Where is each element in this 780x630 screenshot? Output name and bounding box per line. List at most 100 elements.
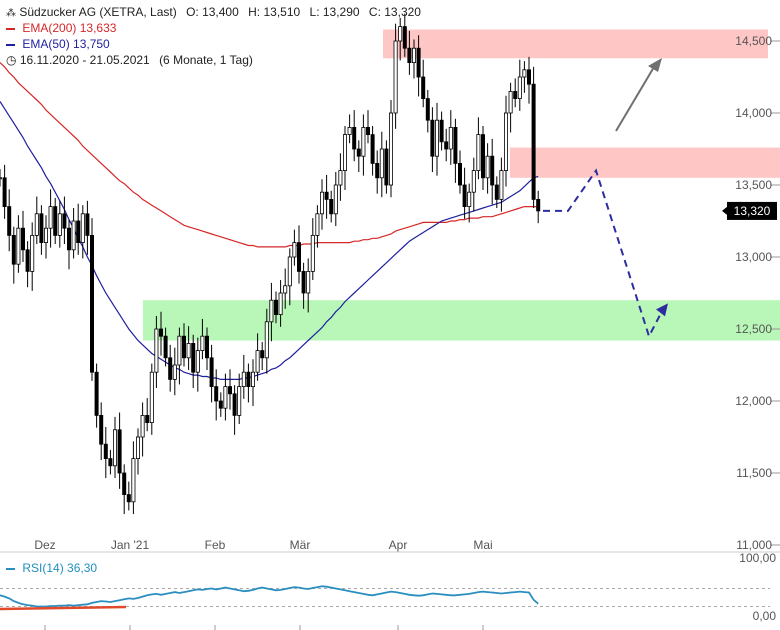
up-arrow-head [648, 58, 662, 72]
candle-body [301, 270, 306, 294]
candle-body [99, 414, 104, 445]
candle-body [214, 386, 219, 402]
rsi-tick-0: 0,00 [753, 609, 777, 623]
candle-body [480, 134, 485, 179]
rsi-tick-100: 100,00 [739, 551, 776, 565]
candle-body [338, 170, 343, 186]
candle-body [108, 458, 113, 467]
candle-body [168, 357, 173, 380]
support-zone [143, 300, 780, 341]
candle-body [67, 227, 72, 251]
last-price-pointer [722, 206, 727, 215]
candle-body [154, 328, 159, 373]
candle-body [195, 350, 200, 373]
candle-body [227, 386, 232, 395]
legend-low: L: 13,290 [309, 5, 360, 19]
axes-layer: 14,500 14,000 13,500 13,000 12,500 12,000 11,5… [0, 34, 780, 630]
candle-body [375, 162, 380, 179]
candle-body [333, 184, 338, 215]
resistance-zone-upper [383, 29, 768, 59]
rsi-value: 36,30 [67, 561, 98, 575]
candle-body [361, 127, 366, 157]
candle-body [296, 242, 301, 272]
ema200-value: 13,633 [79, 21, 117, 35]
candle-body [315, 213, 320, 236]
candle-body [149, 371, 154, 424]
candle-body [181, 335, 186, 359]
candle-body [209, 357, 214, 387]
up-arrow-line [615, 66, 655, 132]
candle-body [237, 386, 242, 416]
candle-body [250, 371, 255, 388]
chart-icon: ⁂ [6, 8, 16, 19]
candle-body [356, 148, 361, 157]
y-tick-label: 13,000 [735, 250, 772, 264]
candle-body [264, 321, 269, 359]
rsi-panel: 100,00 0,00 [0, 551, 776, 623]
date-range: 16.11.2020 - 21.05.2021 [19, 53, 150, 67]
candle-body [126, 494, 131, 503]
candle-body [407, 47, 412, 64]
candle-body [536, 198, 541, 212]
period-label: (6 Monate, 1 Tag) [159, 53, 253, 67]
candle-body [57, 213, 62, 236]
candle-body [430, 119, 435, 157]
candle-body [122, 472, 127, 496]
candle-body [388, 112, 393, 186]
candle-body [186, 342, 191, 359]
candle-body [113, 429, 118, 467]
y-tick-label: 12,000 [735, 394, 772, 408]
candle-body [85, 213, 90, 236]
legend-ohlc: ⁂ Südzucker AG (XETRA, Last) O: 13,400 H… [6, 5, 421, 19]
candle-body [241, 371, 246, 388]
candle-body [20, 227, 25, 251]
rsi-trendline [0, 605, 127, 611]
candle-body [402, 26, 407, 49]
candle-body [53, 206, 58, 236]
x-tick-label: Apr [389, 538, 408, 552]
candle-body [278, 292, 283, 316]
candle-body [434, 119, 439, 157]
candle-body [94, 371, 99, 416]
candle-body [531, 83, 536, 200]
candle-body [103, 443, 108, 460]
candle-body [172, 364, 177, 380]
ema50-line [0, 101, 539, 380]
legend-ema50: EMA(50) 13,750 [6, 37, 110, 51]
candle-body [246, 371, 251, 388]
y-tick-label: 14,500 [735, 34, 772, 48]
candle-body [260, 350, 265, 359]
rsi-swatch [6, 567, 15, 570]
candle-body [379, 148, 384, 179]
legend-title: Südzucker AG (XETRA, Last) [19, 5, 177, 19]
candle-body [0, 177, 3, 180]
candle-body [232, 393, 237, 416]
candle-body [365, 127, 370, 136]
ema50-value: 13,750 [73, 37, 110, 51]
ma-lines-layer [0, 62, 539, 380]
candle-body [352, 127, 357, 150]
x-tick-label: Mär [290, 538, 311, 552]
candle-body [453, 127, 458, 164]
candle-body [508, 91, 513, 114]
candle-body [416, 47, 421, 78]
projection-arrowhead [656, 303, 668, 317]
candle-body [494, 184, 499, 200]
candle-body [457, 162, 462, 186]
candle-body [34, 213, 39, 236]
y-tick-label: 13,500 [735, 178, 772, 192]
candle-body [342, 134, 347, 172]
candle-body [448, 127, 453, 150]
candle-body [163, 335, 168, 359]
candle-body [145, 414, 150, 423]
candle-body [329, 198, 334, 215]
x-tick-label: Feb [205, 538, 226, 552]
candle-body [421, 76, 426, 100]
x-tick-label: Dez [34, 538, 55, 552]
candle-body [7, 206, 12, 236]
candle-body [131, 458, 136, 503]
candle-body [527, 69, 532, 85]
candle-body [503, 112, 508, 171]
candle-body [425, 98, 430, 121]
